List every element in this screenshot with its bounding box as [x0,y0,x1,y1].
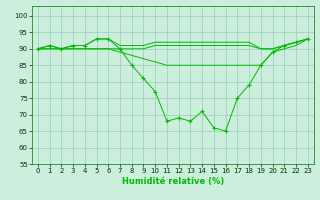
X-axis label: Humidité relative (%): Humidité relative (%) [122,177,224,186]
